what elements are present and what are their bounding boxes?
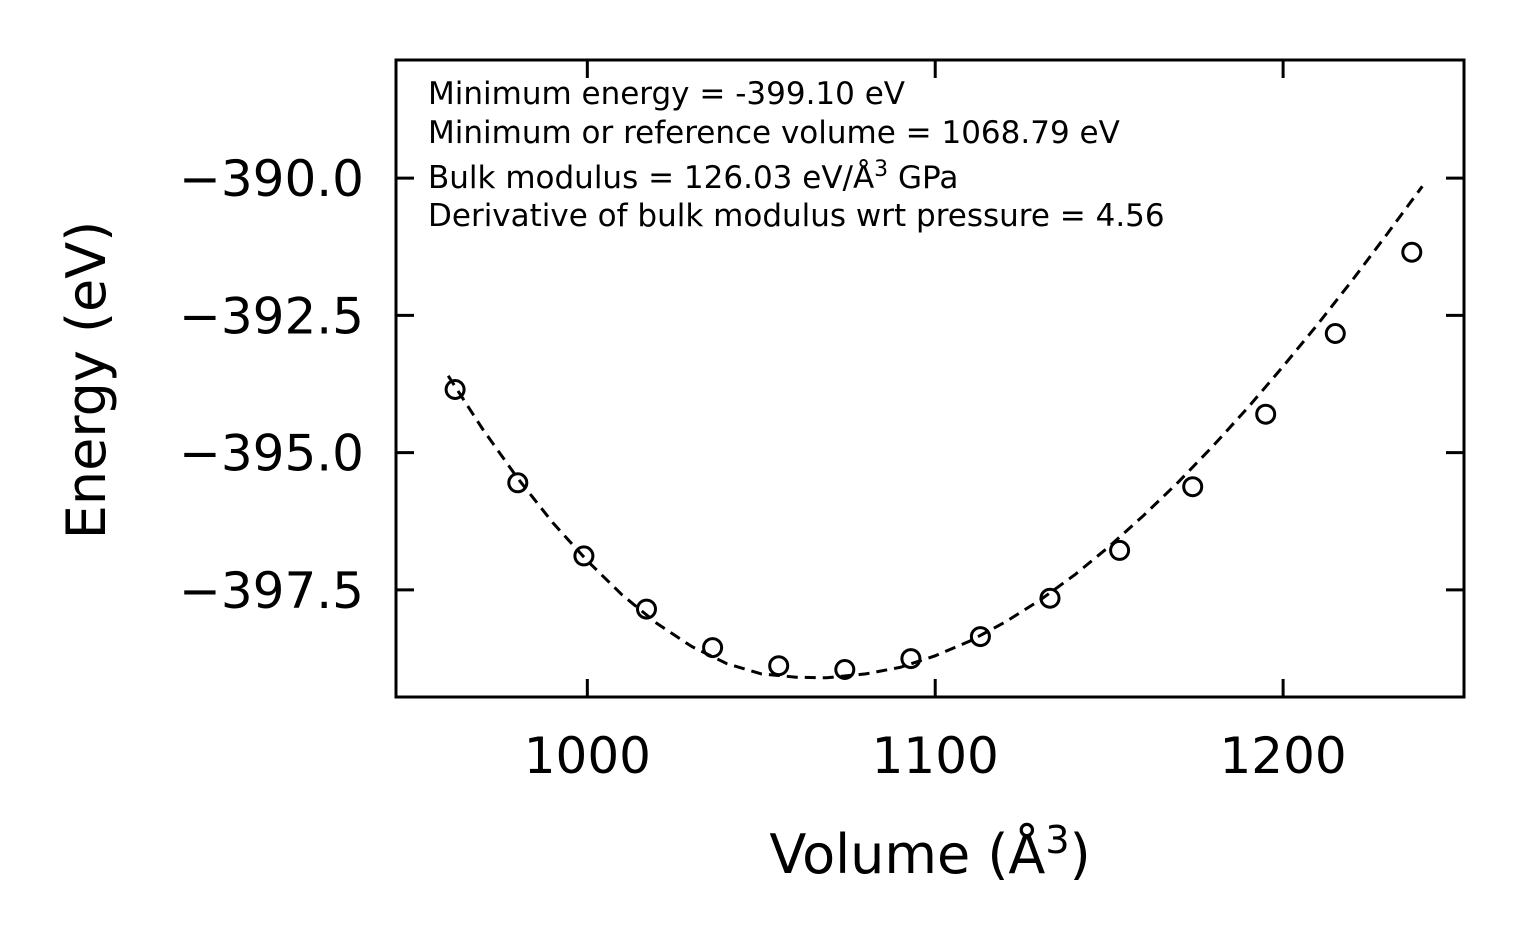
y-axis-label: Energy (eV) xyxy=(55,221,118,540)
x-tick-label: 1100 xyxy=(872,727,999,785)
data-point xyxy=(507,472,529,494)
x-axis-label-sup: 3 xyxy=(1045,818,1069,862)
annotation-min-energy: Minimum energy = -399.10 eV xyxy=(428,76,905,112)
axis-ticks: 1000 1100 1200 −390.0 −392.5 −395.0 −397.5 xyxy=(179,60,1464,785)
annotation-bulk-modulus: Bulk modulus = 126.03 eV/Å3 GPa xyxy=(428,157,958,196)
data-point xyxy=(1324,323,1346,344)
x-axis-label-main: Volume (Å xyxy=(769,822,1045,886)
data-point xyxy=(1039,587,1061,609)
x-axis-label: Volume (Å3) xyxy=(769,818,1090,886)
x-axis-label-end: ) xyxy=(1070,823,1091,886)
data-point xyxy=(768,655,790,677)
y-tick-label: −390.0 xyxy=(179,150,364,208)
data-point xyxy=(702,637,724,659)
data-point xyxy=(834,659,856,680)
annotation-bulk-modulus-main: Bulk modulus = 126.03 eV/Å xyxy=(428,160,874,196)
fit-curve-layer xyxy=(446,185,1424,680)
annotation-derivative: Derivative of bulk modulus wrt pressure … xyxy=(428,198,1165,234)
y-tick-label: −395.0 xyxy=(179,425,364,483)
data-point xyxy=(900,648,922,670)
data-point xyxy=(1182,476,1204,498)
data-point xyxy=(636,598,657,620)
y-tick-label: −397.5 xyxy=(179,562,364,620)
fit-curve xyxy=(446,185,1424,680)
x-tick-label: 1000 xyxy=(524,727,651,785)
annotation-bulk-modulus-sup: 3 xyxy=(874,157,888,182)
data-point xyxy=(1255,403,1277,425)
annotation-min-volume: Minimum or reference volume = 1068.79 eV xyxy=(428,115,1120,151)
x-tick-label: 1200 xyxy=(1219,727,1346,785)
data-point xyxy=(444,379,466,400)
data-point xyxy=(1401,241,1423,263)
data-point xyxy=(1109,539,1131,561)
y-tick-label: −392.5 xyxy=(179,287,364,345)
data-points-layer xyxy=(444,241,1423,680)
plot-frame xyxy=(394,58,1466,699)
data-point xyxy=(573,545,595,567)
data-point xyxy=(969,626,991,648)
annotation-bulk-modulus-tail: GPa xyxy=(888,160,958,196)
